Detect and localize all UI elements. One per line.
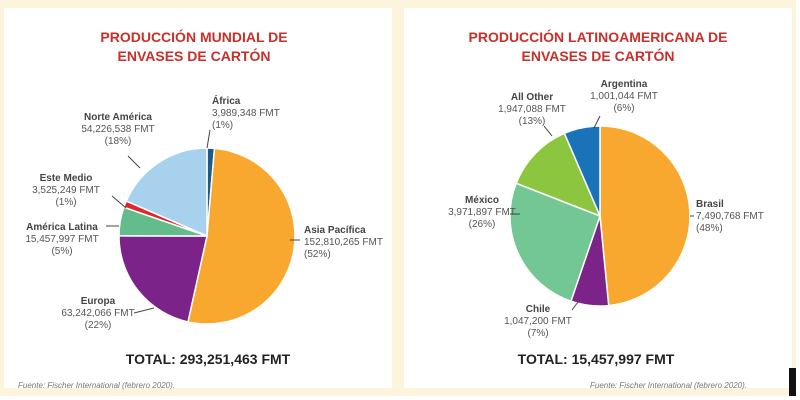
slice-label-africa: África 3,989,348 FMT (1%) [212,94,280,131]
latam-production-panel: PRODUCCIÓN LATINOAMERICANA DE ENVASES DE… [404,8,792,390]
leader-line-all-other [543,125,553,137]
latam-labels: Brasil 7,490,768 FMT (48%) Chile 1,047,200 F… [448,79,764,339]
slice-label-europa: Europa 63,242,066 FMT (22%) [61,296,134,331]
slice-label-america-latina: América Latina 15,457,997 FMT (5%) [25,222,98,257]
slice-label-all-other: All Other 1,947,088 FMT (13%) [498,92,566,127]
leader-line-norte-america [127,155,141,169]
slice-label-mexico: México 3,971,897 FMT (26%) [448,195,516,230]
slice-label-brasil: Brasil 7,490,768 FMT (48%) [696,199,764,234]
world-labels: África 3,989,348 FMT (1%) Asia Pacífica 152,… [25,94,383,331]
pie-slice-asia-pacifica [187,147,296,325]
world-slices [118,147,296,325]
chart-title-line2: ENVASES DE CARTÓN [522,47,675,64]
edge-mark [789,368,796,396]
world-pie-chart: PRODUCCIÓN MUNDIAL DE ENVASES DE CARTÓN … [25,28,383,367]
chart-total: TOTAL: 293,251,463 FMT [126,351,291,367]
leader-line-chile [571,301,579,311]
source-note: Fuente: Fischer International (febrero 2… [590,381,747,390]
chart-total: TOTAL: 15,457,997 FMT [518,351,675,367]
leader-line-europa [133,307,155,314]
world-production-panel: PRODUCCIÓN MUNDIAL DE ENVASES DE CARTÓN … [4,8,392,390]
slice-label-norte-america: Norte América 54,226,538 FMT (18%) [81,112,154,147]
pie-slice-brasil [599,125,691,307]
slice-label-argentina: Argentina 1,001,044 FMT (6%) [590,79,658,114]
latam-pie-chart: PRODUCCIÓN LATINOAMERICANA DE ENVASES DE… [448,28,764,367]
latam-slices [509,125,691,307]
slice-label-este-medio: Este Medio 3,525,249 FMT (1%) [32,173,100,208]
chart-title-line2: ENVASES DE CARTÓN [118,47,271,64]
leader-line-este-medio [111,195,127,209]
source-note: Fuente: Fischer International (febrero 2… [18,381,175,390]
leader-line-argentina [593,115,601,129]
pie-slice-argentina [563,125,601,217]
leader-line-africa [206,129,211,149]
slice-label-chile: Chile 1,047,200 FMT (7%) [504,304,572,339]
pie-slice-all-other [515,132,602,218]
pie-slice-mexico [509,182,601,303]
pie-slice-europa [118,235,208,323]
slice-label-asia-pacifica: Asia Pacífica 152,810,265 FMT (52%) [304,225,383,260]
chart-title-line1: PRODUCCIÓN MUNDIAL DE [100,28,287,45]
pie-slice-norte-america [125,147,208,238]
chart-title-line1: PRODUCCIÓN LATINOAMERICANA DE [469,28,728,45]
